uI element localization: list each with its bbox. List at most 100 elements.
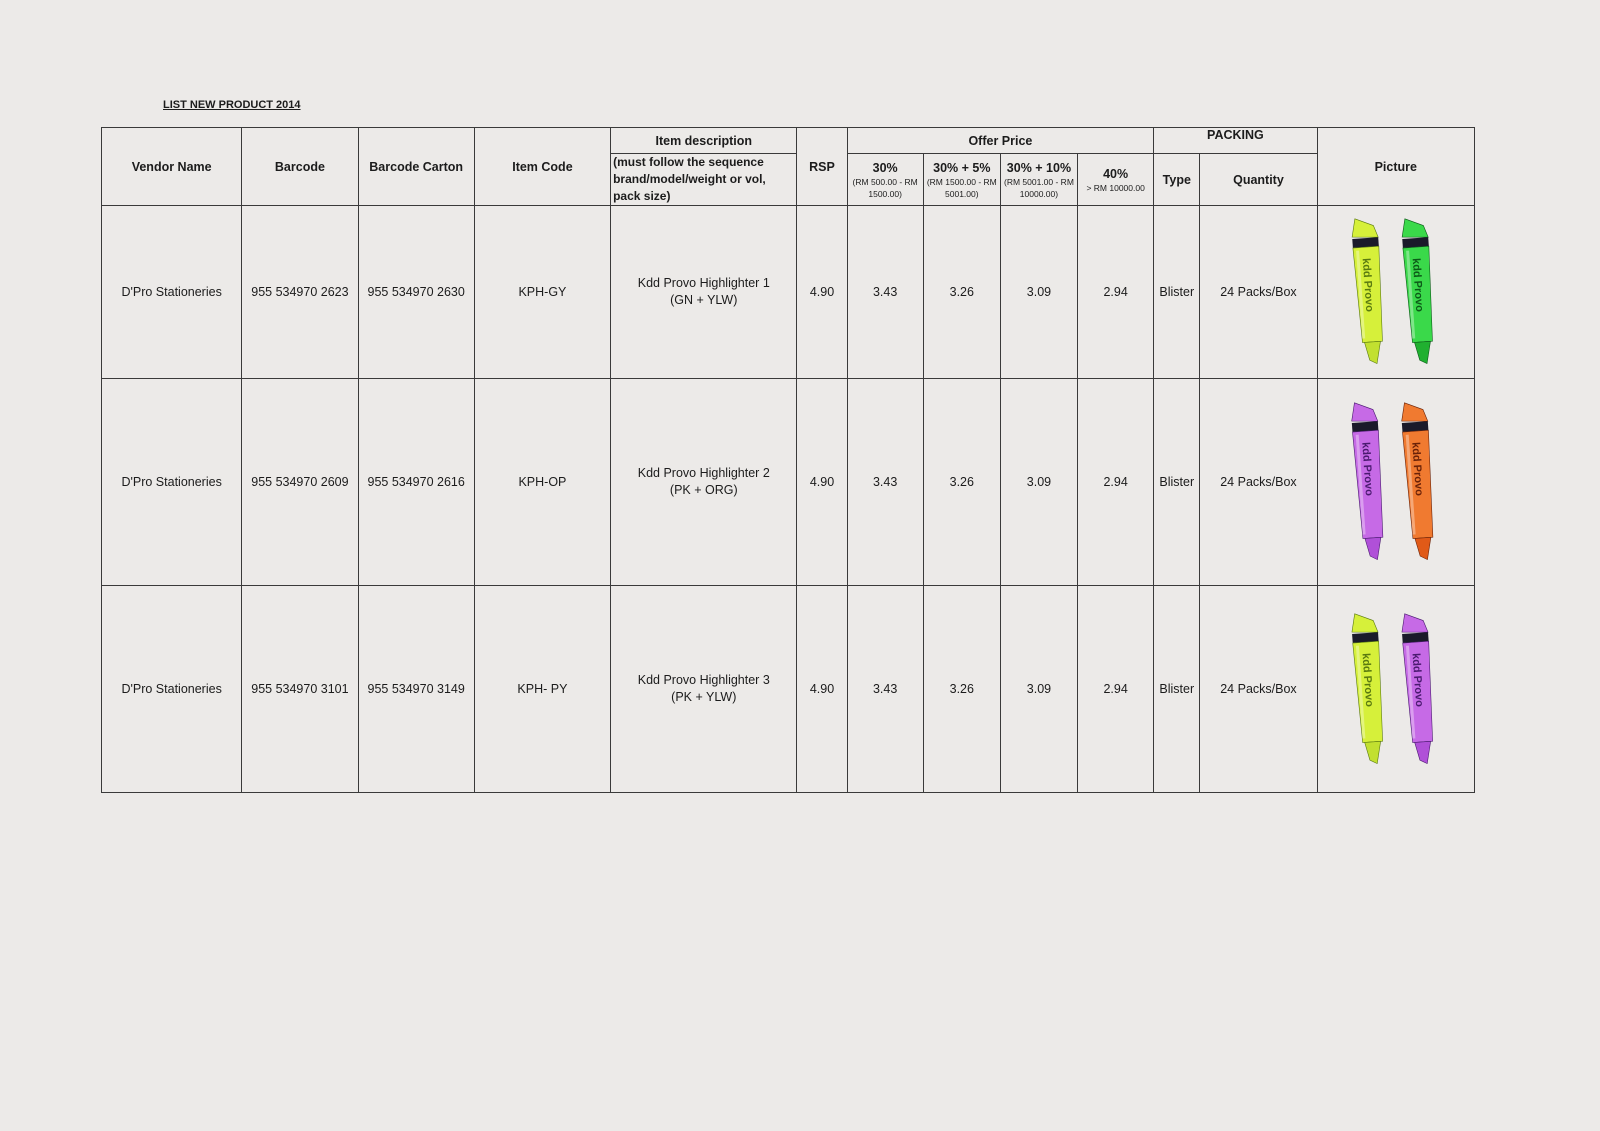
rsp-cell: 4.90 [796,378,848,586]
description-line: Kdd Provo Highlighter 1 [637,276,770,290]
tier-percent: 30% + 10% [1006,160,1072,175]
description-line: Kdd Provo Highlighter 3 [637,673,770,687]
header-tier-40: 40% > RM 10000.00 [1077,153,1155,206]
barcode-cell: 955 534970 2623 [241,205,359,379]
marker-ring [1351,631,1379,643]
offer-cell: 3.26 [922,378,1001,586]
type-cell: Blister [1153,205,1201,379]
offer-cell: 3.09 [999,585,1079,793]
marker-barrel [1402,245,1433,343]
marker-logo-text: kdd Provo [1359,442,1375,497]
tier-range: (RM 500.00 - RM 1500.00) [852,176,918,199]
marker-ring [1402,237,1429,249]
description-line: Kdd Provo Highlighter 2 [637,466,770,480]
vendor-cell: D'Pro Stationeries [100,378,243,586]
marker-cap [1401,218,1429,238]
highlighter-marker: kdd Provo [1351,612,1383,764]
marker-cap [1401,402,1429,422]
barcode-cell: 955 534970 2609 [241,378,359,586]
offer-cell: 3.43 [846,585,924,793]
description-line: (PK + ORG) [669,483,738,497]
header-packing: PACKING [1153,127,1318,154]
offer-cell: 2.94 [1077,205,1155,379]
marker-logo-text: kdd Provo [1409,258,1425,313]
quantity-cell: 24 Packs/Box [1199,585,1318,793]
header-tier-30-plus-5: 30% + 5% (RM 1500.00 - RM 5001.00) [922,153,1001,206]
document-title: LIST NEW PRODUCT 2014 [163,99,301,111]
marker-logo-text: kdd Provo [1359,258,1375,313]
header-item-description-note: (must follow the sequence brand/model/we… [610,153,798,206]
tier-percent: 40% [1103,166,1129,181]
marker-tip [1414,740,1431,764]
highlighter-pair-image: kdd Provo kdd Provo [1351,612,1433,764]
marker-barrel [1401,429,1433,539]
marker-barrel [1402,640,1433,743]
marker-tip [1414,536,1432,561]
offer-cell: 3.26 [922,205,1001,379]
marker-logo-text: kdd Provo [1409,652,1425,707]
product-table: Vendor Name Barcode Barcode Carton Item … [100,127,1476,793]
marker-cap [1351,218,1379,238]
vendor-cell: D'Pro Stationeries [100,585,243,793]
marker-cap [1351,612,1379,633]
description-cell: Kdd Provo Highlighter 2 (PK + ORG) [610,378,798,586]
offer-cell: 3.09 [999,205,1079,379]
rsp-cell: 4.90 [796,585,848,793]
marker-logo-text: kdd Provo [1409,442,1425,497]
item-code-cell: KPH- PY [473,585,612,793]
marker-tip [1364,740,1381,764]
marker-ring [1401,421,1429,433]
marker-barrel [1352,245,1383,343]
description-line: (GN + YLW) [670,293,738,307]
marker-ring [1401,631,1429,643]
header-quantity: Quantity [1199,153,1318,206]
marker-logo-text: kdd Provo [1359,652,1375,707]
table-row: D'Pro Stationeries 955 534970 2609 955 5… [100,378,1476,586]
highlighter-marker: kdd Provo [1351,402,1383,561]
header-offer-price: Offer Price [846,127,1155,154]
table-row: D'Pro Stationeries 955 534970 3101 955 5… [100,585,1476,793]
description-line: (PK + YLW) [671,690,737,704]
offer-cell: 3.09 [999,378,1079,586]
type-cell: Blister [1153,378,1201,586]
marker-cap [1351,402,1379,422]
offer-cell: 3.26 [922,585,1001,793]
marker-barrel [1351,429,1383,539]
offer-cell: 3.43 [846,378,924,586]
header-item-code: Item Code [473,127,612,206]
type-cell: Blister [1153,585,1201,793]
header-barcode-carton: Barcode Carton [357,127,475,206]
offer-cell: 2.94 [1077,585,1155,793]
header-tier-30: 30% (RM 500.00 - RM 1500.00) [846,153,924,206]
barcode-carton-cell: 955 534970 2630 [357,205,475,379]
marker-tip [1413,340,1431,365]
highlighter-marker: kdd Provo [1401,612,1433,764]
offer-cell: 3.43 [846,205,924,379]
tier-percent: 30% [872,160,898,175]
marker-cap [1401,612,1429,633]
picture-cell: kdd Provo kdd Provo [1316,585,1476,793]
header-barcode: Barcode [241,127,359,206]
barcode-carton-cell: 955 534970 2616 [357,378,475,586]
quantity-cell: 24 Packs/Box [1199,378,1318,586]
item-code-cell: KPH-GY [473,205,612,379]
description-cell: Kdd Provo Highlighter 3 (PK + YLW) [610,585,798,793]
marker-barrel [1352,640,1383,743]
header-tier-30-plus-10: 30% + 10% (RM 5001.00 - RM 10000.00) [999,153,1079,206]
description-cell: Kdd Provo Highlighter 1 (GN + YLW) [610,205,798,379]
picture-cell: kdd Provo kdd Provo [1316,378,1476,586]
header-item-description: Item description [610,127,798,154]
header-picture: Picture [1316,127,1476,206]
highlighter-pair-image: kdd Provo kdd Provo [1351,218,1433,365]
highlighter-marker: kdd Provo [1401,402,1433,561]
picture-cell: kdd Provo kdd Provo [1316,205,1476,379]
vendor-cell: D'Pro Stationeries [100,205,243,379]
header-vendor-name: Vendor Name [100,127,243,206]
marker-ring [1352,237,1379,249]
tier-range: (RM 5001.00 - RM 10000.00) [1003,176,1074,199]
marker-tip [1363,340,1381,365]
highlighter-pair-image: kdd Provo kdd Provo [1351,402,1433,561]
quantity-cell: 24 Packs/Box [1199,205,1318,379]
marker-ring [1351,421,1379,433]
header-rsp: RSP [796,127,848,206]
